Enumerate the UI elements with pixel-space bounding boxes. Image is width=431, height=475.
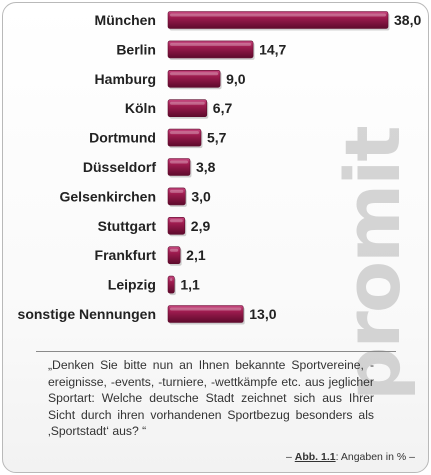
category-label: sonstige Nennungen <box>18 306 156 322</box>
category-label: Frankfurt <box>95 247 157 263</box>
category-label: Berlin <box>116 41 156 57</box>
category-label: Düsseldorf <box>83 159 156 175</box>
bar <box>167 275 175 294</box>
value-label: 38,0 <box>394 12 421 28</box>
category-label: Dortmund <box>89 130 156 146</box>
category-label: Hamburg <box>95 71 156 87</box>
question-text: „Denken Sie bitte nun an Ihnen bekannte … <box>48 358 374 438</box>
bar <box>167 128 202 147</box>
bar-highlight <box>170 42 252 46</box>
category-label: Köln <box>125 100 156 116</box>
bar-highlight <box>170 189 184 193</box>
value-label: 3,0 <box>191 188 211 204</box>
caption-dash-right: – <box>409 451 415 463</box>
caption-text: : Angaben in % <box>335 451 407 463</box>
bar <box>167 217 186 235</box>
value-label: 2,1 <box>186 247 206 263</box>
bar <box>167 99 208 117</box>
bar-highlight <box>170 160 188 164</box>
bar <box>167 11 389 29</box>
value-label: 2,9 <box>191 218 211 234</box>
bar-highlight <box>170 248 179 252</box>
category-label: Gelsenkirchen <box>60 188 157 204</box>
divider <box>36 351 396 352</box>
bar-highlight <box>170 72 219 76</box>
bar <box>167 246 181 264</box>
bar <box>167 187 186 206</box>
bar-highlight <box>170 219 183 223</box>
value-label: 1,1 <box>180 277 200 293</box>
figure-caption: – Abb. 1.1: Angaben in % – <box>286 451 415 463</box>
bar <box>167 40 254 59</box>
value-label: 6,7 <box>213 100 233 116</box>
value-label: 3,8 <box>196 159 216 175</box>
bar-highlight <box>170 278 173 282</box>
bar-highlight <box>170 13 386 17</box>
category-label: Leipzig <box>108 277 156 293</box>
bar-highlight <box>170 131 199 135</box>
figure-number: Abb. 1.1 <box>294 451 336 463</box>
value-label: 14,7 <box>259 41 286 57</box>
bar <box>167 305 244 323</box>
caption-dash-left: – <box>285 451 292 463</box>
bar-highlight <box>170 101 205 105</box>
bar-chart: München 38,0 Berlin 14,7 Hamburg 9,0 Köln 6,7 Do… <box>18 11 421 325</box>
bar <box>167 70 221 88</box>
category-label: Stuttgart <box>98 218 157 234</box>
bar <box>167 158 191 176</box>
value-label: 5,7 <box>207 130 227 146</box>
category-label: München <box>95 12 156 28</box>
value-label: 9,0 <box>226 71 246 87</box>
value-label: 13,0 <box>249 306 276 322</box>
bar-highlight <box>170 307 242 311</box>
